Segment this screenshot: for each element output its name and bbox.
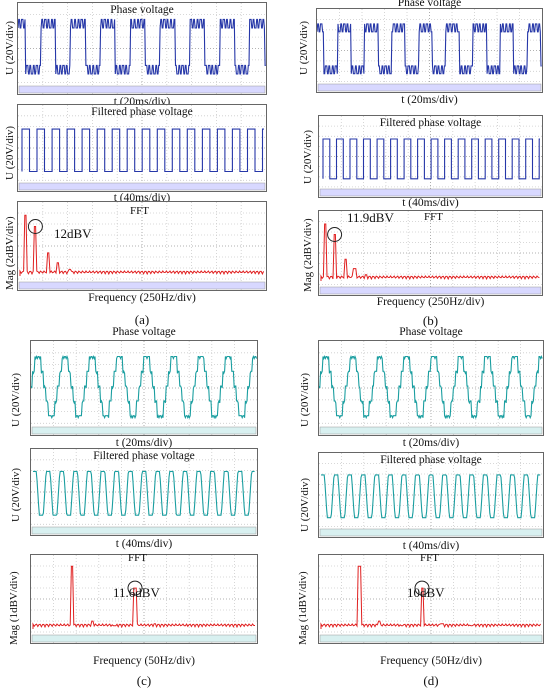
filtered-xlabel: t (40ms/div) (115, 538, 173, 550)
scope-grid (31, 449, 257, 535)
phase-voltage-scope (316, 8, 543, 93)
fft-xlabel: Frequency (250Hz/div) (376, 296, 485, 308)
scope-title: Phase voltage (112, 326, 176, 338)
filtered-voltage-trace (21, 128, 264, 173)
scope-grid (31, 341, 257, 435)
fft-scope (30, 554, 258, 644)
scope-status-bar (31, 634, 257, 643)
scope-status-bar (18, 182, 266, 191)
panel-caption: (c) (136, 673, 152, 688)
scope-title: Filtered phase voltage (93, 450, 195, 462)
filtered-voltage-trace (322, 138, 540, 180)
scope-status-bar (18, 85, 266, 94)
scope-status-bar (319, 634, 543, 643)
fft-scope (318, 554, 544, 644)
fft-annotation: 12dBV (54, 226, 92, 241)
filtered-voltage-trace (33, 470, 255, 516)
fft-title: FFT (420, 552, 439, 564)
filtered-xlabel: t (40ms/div) (402, 197, 459, 209)
filtered-ylabel: U (20V/div) (4, 125, 16, 180)
fft-spectrum-trace (320, 223, 540, 281)
filtered-voltage-scope: Filtered phase voltage (30, 448, 258, 536)
fft-xlabel: Frequency (50Hz/div) (93, 655, 195, 667)
scope-grid (319, 211, 542, 295)
scope-status-bar (319, 188, 542, 197)
filtered-voltage-trace (321, 474, 541, 519)
fft-xlabel: Frequency (50Hz/div) (380, 655, 482, 667)
phase-voltage-trace (31, 355, 257, 420)
phase-voltage-scope: Phase voltage (17, 2, 267, 95)
scope-status-bar (31, 526, 257, 535)
phase-ylabel: U (20V/div) (4, 20, 16, 75)
scope-grid (319, 341, 543, 435)
fft-scope (318, 210, 543, 296)
scope-title: Filtered phase voltage (379, 117, 482, 129)
phase-xlabel: t (20ms/div) (401, 94, 458, 106)
scope-title: Phase voltage (399, 326, 463, 338)
scope-status-bar (319, 286, 542, 295)
fft-peak-marker (127, 580, 143, 596)
phase-voltage-scope (30, 340, 258, 436)
fft-spectrum-trace (32, 565, 255, 629)
fft-peak-marker (27, 219, 43, 234)
phase-xlabel: t (20ms/div) (115, 437, 173, 449)
scope-grid (18, 202, 266, 290)
fft-scope (17, 201, 267, 291)
fft-peak-marker (414, 580, 430, 596)
scope-status-bar (18, 281, 266, 290)
fft-title: FFT (424, 211, 443, 223)
scope-title: Phase voltage (110, 4, 174, 16)
phase-voltage-trace (317, 23, 542, 75)
scope-status-bar (317, 83, 542, 92)
scope-grid (319, 555, 543, 643)
filtered-ylabel: U (20V/div) (302, 129, 314, 184)
filtered-xlabel: t (40ms/div) (402, 540, 460, 552)
fft-ylabel: Mag (1dBV/div) (297, 571, 309, 645)
fft-title: FFT (130, 205, 149, 217)
filtered-voltage-scope: Filtered phase voltage (318, 115, 543, 198)
filtered-ylabel: U (20V/div) (299, 477, 311, 532)
scope-grid (317, 9, 542, 92)
phase-voltage-scope (318, 340, 544, 436)
scope-title: Filtered phase voltage (91, 106, 193, 118)
panel-caption: (d) (423, 673, 439, 688)
phase-ylabel: U (20V/div) (10, 372, 22, 427)
scope-status-bar (31, 426, 257, 435)
scope-status-bar (319, 528, 543, 537)
phase-ylabel: U (20V/div) (298, 20, 310, 75)
scope-title: Filtered phase voltage (380, 454, 482, 466)
panel-caption: (b) (422, 313, 439, 328)
phase-ylabel: U (20V/div) (299, 372, 311, 427)
phase-voltage-trace (18, 18, 266, 75)
phase-voltage-trace (319, 355, 543, 420)
panel-caption: (a) (134, 312, 150, 327)
fft-spectrum-trace (19, 214, 265, 276)
fft-annotation: 11.6dBV (113, 585, 160, 600)
phase-xlabel: t (20ms/div) (402, 437, 460, 449)
fft-ylabel: Mag (2dBV/div) (4, 216, 16, 290)
fft-annotation: 10dBV (407, 585, 445, 600)
scope-grid (319, 116, 542, 197)
filtered-voltage-scope: Filtered phase voltage (318, 452, 544, 538)
fft-xlabel: Frequency (250Hz/div) (88, 292, 196, 304)
fft-ylabel: Mag (1dBV/div) (8, 571, 20, 645)
scope-status-bar (319, 426, 543, 435)
scope-title: Phase voltage (397, 0, 462, 9)
filtered-voltage-scope: Filtered phase voltage (17, 104, 267, 192)
fft-spectrum-trace (320, 565, 542, 629)
fft-title: FFT (128, 552, 147, 564)
fft-peak-marker (327, 227, 343, 242)
filtered-ylabel: U (20V/div) (10, 467, 22, 522)
fft-annotation: 11.9dBV (347, 210, 394, 225)
fft-ylabel: Mag (2dBV/div) (302, 218, 314, 292)
scope-grid (319, 453, 543, 537)
